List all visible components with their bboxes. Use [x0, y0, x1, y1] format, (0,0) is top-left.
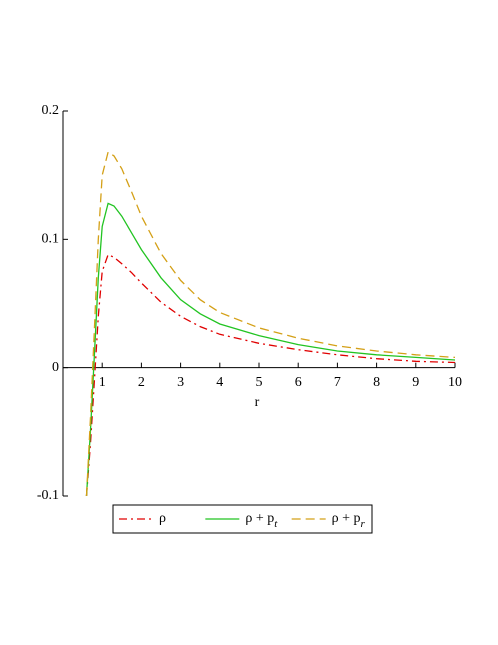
series-line — [85, 253, 456, 497]
x-tick-label: 5 — [256, 375, 263, 390]
x-tick-label: 9 — [412, 375, 419, 390]
x-axis-label: r — [255, 395, 260, 410]
y-tick-label: 0.1 — [42, 232, 60, 247]
x-tick-label: 4 — [216, 375, 223, 390]
x-tick-label: 8 — [373, 375, 380, 390]
legend-box — [112, 504, 373, 534]
legend-label: ρ + pt — [245, 511, 278, 529]
y-tick-label: 0 — [52, 360, 59, 375]
x-tick-label: 10 — [448, 375, 462, 390]
y-tick-label: 0.2 — [42, 103, 60, 118]
x-tick-label: 3 — [177, 375, 184, 390]
x-tick-label: 7 — [334, 375, 341, 390]
x-tick-label: 1 — [99, 375, 106, 390]
legend-label: ρ — [159, 511, 166, 526]
series-line — [85, 151, 456, 497]
series-line — [85, 202, 456, 497]
x-tick-label: 2 — [138, 375, 145, 390]
x-tick-label: 6 — [295, 375, 302, 390]
y-tick-label: -0.1 — [37, 488, 59, 503]
legend-label: ρ + pr — [332, 511, 366, 529]
